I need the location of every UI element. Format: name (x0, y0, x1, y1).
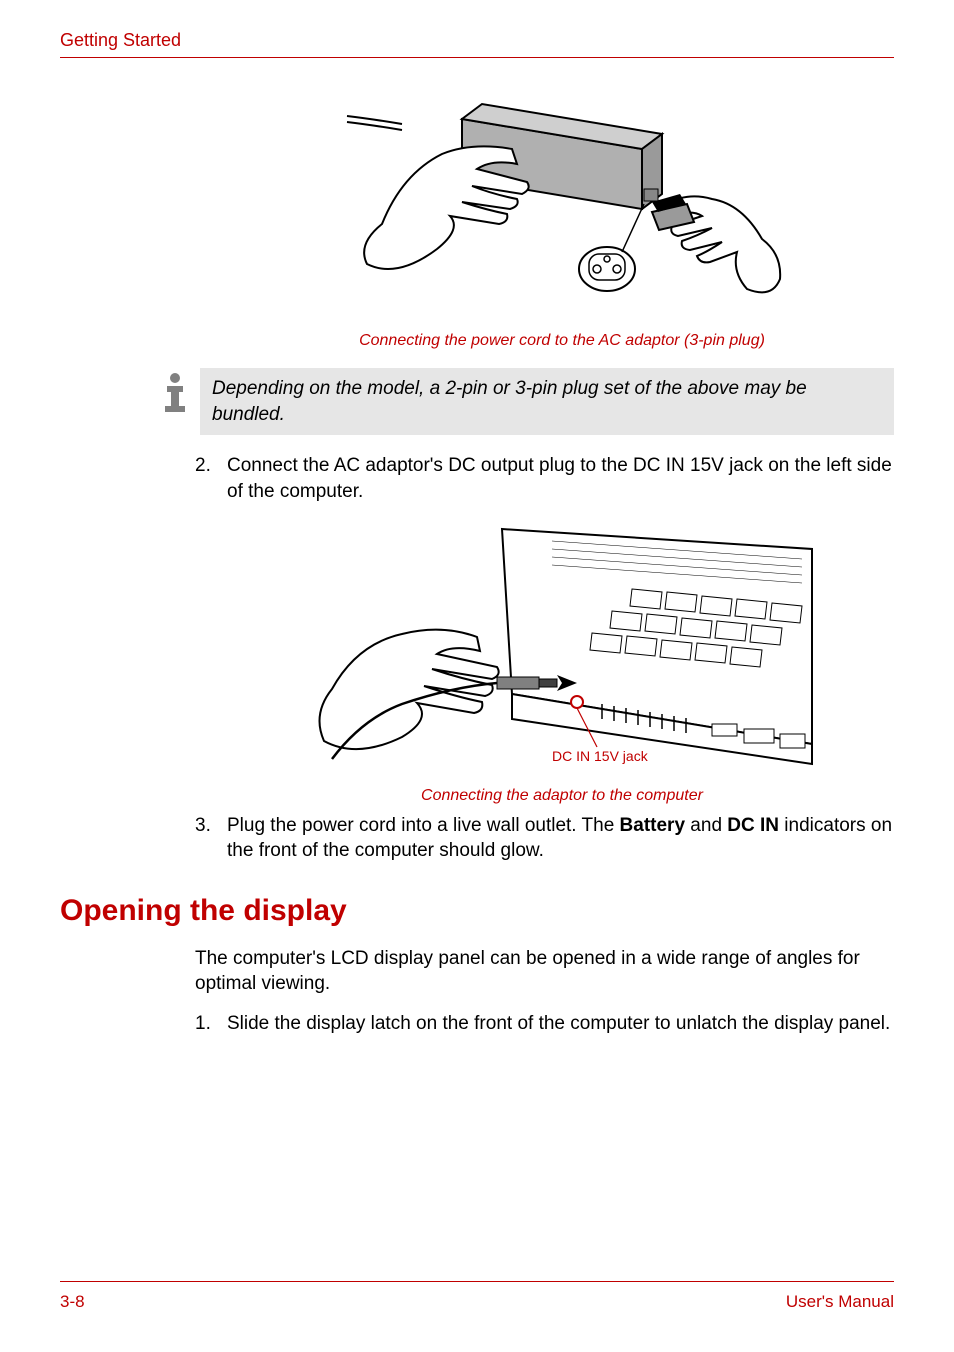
step-2: 2. Connect the AC adaptor's DC output pl… (195, 453, 894, 504)
dc-jack-label: DC IN 15V jack (552, 748, 649, 764)
header-title: Getting Started (60, 30, 181, 50)
step3-text-a: Plug the power cord into a live wall out… (227, 815, 620, 836)
figure-connect-computer: DC IN 15V jack Connecting the adaptor to… (230, 519, 894, 805)
note-block: Depending on the model, a 2-pin or 3-pin… (150, 368, 894, 435)
figure2-caption: Connecting the adaptor to the computer (230, 787, 894, 805)
footer-page: 3-8 (60, 1292, 85, 1312)
connect-computer-illustration: DC IN 15V jack (302, 519, 822, 779)
step3-bold-a: Battery (620, 815, 685, 836)
figure1-caption: Connecting the power cord to the AC adap… (230, 332, 894, 350)
step-3: 3. Plug the power cord into a live wall … (195, 813, 894, 864)
open1-number: 1. (195, 1011, 227, 1037)
section-heading: Opening the display (60, 894, 894, 928)
page-footer: 3-8 User's Manual (60, 1281, 894, 1312)
footer-title: User's Manual (786, 1292, 894, 1312)
step3-bold-b: DC IN (727, 815, 779, 836)
open1-text: Slide the display latch on the front of … (227, 1011, 894, 1037)
step3-text-b: and (685, 815, 727, 836)
figure-ac-adaptor: Connecting the power cord to the AC adap… (230, 94, 894, 350)
page-header: Getting Started (60, 30, 894, 58)
step2-number: 2. (195, 453, 227, 504)
display-paragraph: The computer's LCD display panel can be … (195, 946, 894, 997)
step3-number: 3. (195, 813, 227, 864)
note-text: Depending on the model, a 2-pin or 3-pin… (200, 368, 894, 435)
step3-content: Plug the power cord into a live wall out… (227, 813, 894, 864)
ac-adaptor-illustration (342, 94, 782, 324)
step2-text: Connect the AC adaptor's DC output plug … (227, 453, 894, 504)
info-icon (150, 368, 200, 414)
open-step-1: 1. Slide the display latch on the front … (195, 1011, 894, 1037)
